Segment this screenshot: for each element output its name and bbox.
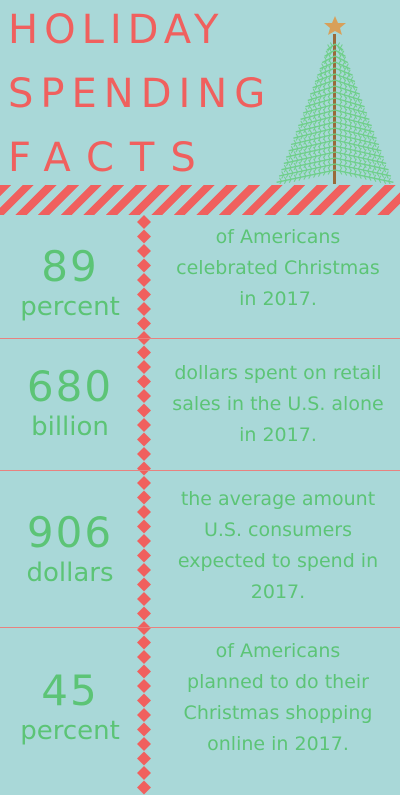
diamond-mark: [137, 737, 151, 751]
row-divider: [0, 627, 400, 628]
diamond-mark: [137, 389, 151, 403]
fact-1-desc-line: in 2017.: [239, 288, 317, 310]
fact-4-number: 45: [41, 666, 99, 715]
fact-1-desc-line: celebrated Christmas: [176, 257, 380, 279]
diamond-mark: [137, 244, 151, 258]
fact-2-desc-line: in 2017.: [239, 424, 317, 446]
title-spending: SPENDING: [8, 71, 273, 117]
diamond-mark: [137, 229, 151, 244]
fact-3-desc-line: expected to spend in: [177, 550, 379, 572]
fact-3-figure: 906 dollars: [0, 508, 140, 588]
diamond-mark: [137, 592, 151, 606]
row-divider: [0, 338, 400, 339]
fact-2-desc-line: dollars spent on retail: [174, 362, 382, 384]
fact-2-figure: 680 billion: [0, 362, 140, 442]
fact-1-figure: 89 percent: [0, 242, 140, 322]
diamond-mark: [137, 751, 151, 766]
title-holiday: HOLIDAY: [8, 7, 225, 53]
fact-3-desc-line: U.S. consumers: [203, 519, 353, 541]
fact-2-desc-line: sales in the U.S. alone: [172, 393, 384, 415]
fact-3-unit: dollars: [26, 558, 114, 588]
diamond-mark: [137, 577, 151, 592]
diamond-mark: [137, 403, 151, 418]
star-icon: [324, 16, 346, 35]
diamond-mark: [137, 621, 151, 635]
fact-4-unit: percent: [20, 716, 120, 746]
fact-3-desc-line: the average amount: [180, 488, 376, 510]
diamond-mark: [137, 635, 151, 650]
diamond-mark: [137, 708, 151, 722]
fact-2-description: dollars spent on retail sales in the U.S…: [160, 358, 396, 451]
diamond-mark: [137, 490, 151, 505]
diamond-mark: [137, 766, 151, 780]
fact-3-description: the average amount U.S. consumers expect…: [160, 484, 396, 608]
fact-4-description: of Americans planned to do their Christm…: [160, 636, 396, 760]
diamond-mark: [137, 606, 151, 621]
row-divider: [0, 470, 400, 471]
diamond-mark: [137, 664, 151, 679]
diamond-mark: [137, 316, 151, 331]
diamond-mark: [137, 461, 151, 476]
title-facts: FACTS: [8, 135, 212, 181]
christmas-tree-icon: [276, 16, 394, 184]
diamond-mark: [137, 534, 151, 548]
diamond-mark: [137, 258, 151, 273]
diamond-spine: [137, 215, 151, 795]
diamond-mark: [137, 432, 151, 447]
diamond-mark: [137, 273, 151, 287]
diamond-mark: [137, 679, 151, 693]
fact-1-desc-line: of Americans: [215, 226, 341, 248]
fact-4-desc-line: of Americans: [215, 640, 341, 662]
fact-4-desc-line: Christmas shopping: [183, 702, 373, 724]
fact-4-desc-line: online in 2017.: [207, 733, 349, 755]
diamond-mark: [137, 418, 151, 432]
diamond-mark: [137, 693, 151, 708]
fact-1-description: of Americans celebrated Christmas in 201…: [160, 222, 396, 315]
fact-3-number: 906: [26, 508, 114, 557]
fact-3-desc-line: 2017.: [250, 581, 306, 603]
diamond-mark: [137, 476, 151, 490]
diamond-mark: [137, 374, 151, 389]
fact-1-number: 89: [41, 242, 99, 291]
fact-1-unit: percent: [20, 292, 120, 322]
candy-stripe-band: [0, 185, 400, 215]
fact-2-number: 680: [26, 362, 114, 411]
fact-4-figure: 45 percent: [0, 666, 140, 746]
diamond-mark: [137, 215, 151, 229]
diamond-mark: [137, 505, 151, 519]
diamond-mark: [137, 287, 151, 302]
diamond-mark: [137, 563, 151, 577]
diamond-mark: [137, 780, 151, 795]
diamond-mark: [137, 345, 151, 360]
diamond-mark: [137, 548, 151, 563]
fact-4-desc-line: planned to do their: [187, 671, 369, 693]
diamond-mark: [137, 360, 151, 374]
diamond-mark: [137, 447, 151, 461]
diamond-mark: [137, 650, 151, 664]
diamond-mark: [137, 519, 151, 534]
diamond-mark: [137, 722, 151, 737]
diamond-mark: [137, 302, 151, 316]
fact-2-unit: billion: [31, 412, 109, 442]
